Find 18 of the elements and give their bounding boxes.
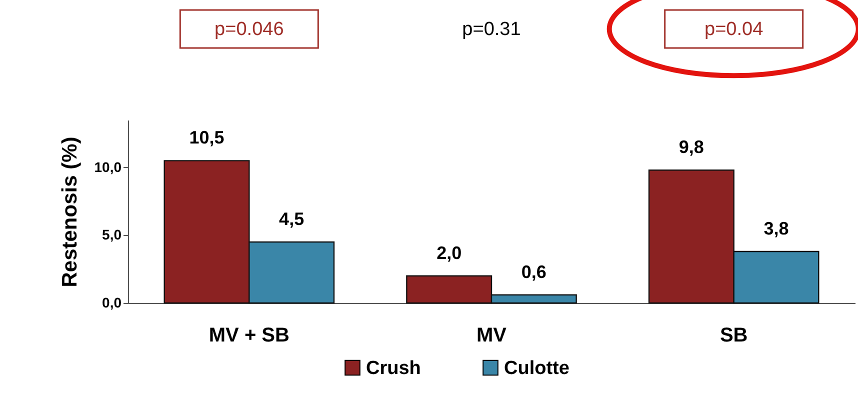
data-label: 4,5	[279, 209, 304, 229]
data-label: 9,8	[678, 137, 704, 158]
data-label: 0,6	[521, 262, 546, 282]
y-tick-label: 5,0	[102, 226, 122, 243]
legend-label: Crush	[366, 358, 421, 379]
x-tick-label: MV	[476, 324, 508, 346]
data-label: 3,8	[764, 218, 789, 238]
x-tick-label: MV + SB	[208, 324, 290, 346]
legend-label: Culotte	[504, 358, 570, 379]
text: p=0.31	[462, 19, 521, 40]
y-tick-label: 10,0	[94, 158, 122, 175]
text: p=0.046	[214, 19, 284, 40]
y-tick-label: 0,0	[102, 294, 122, 310]
data-label: 2,0	[436, 242, 462, 263]
text: p=0.04	[704, 19, 764, 40]
x-tick-label: SB	[720, 324, 748, 346]
data-label: 10,5	[189, 128, 224, 148]
y-axis-title: Restenosis (%)	[58, 136, 82, 288]
